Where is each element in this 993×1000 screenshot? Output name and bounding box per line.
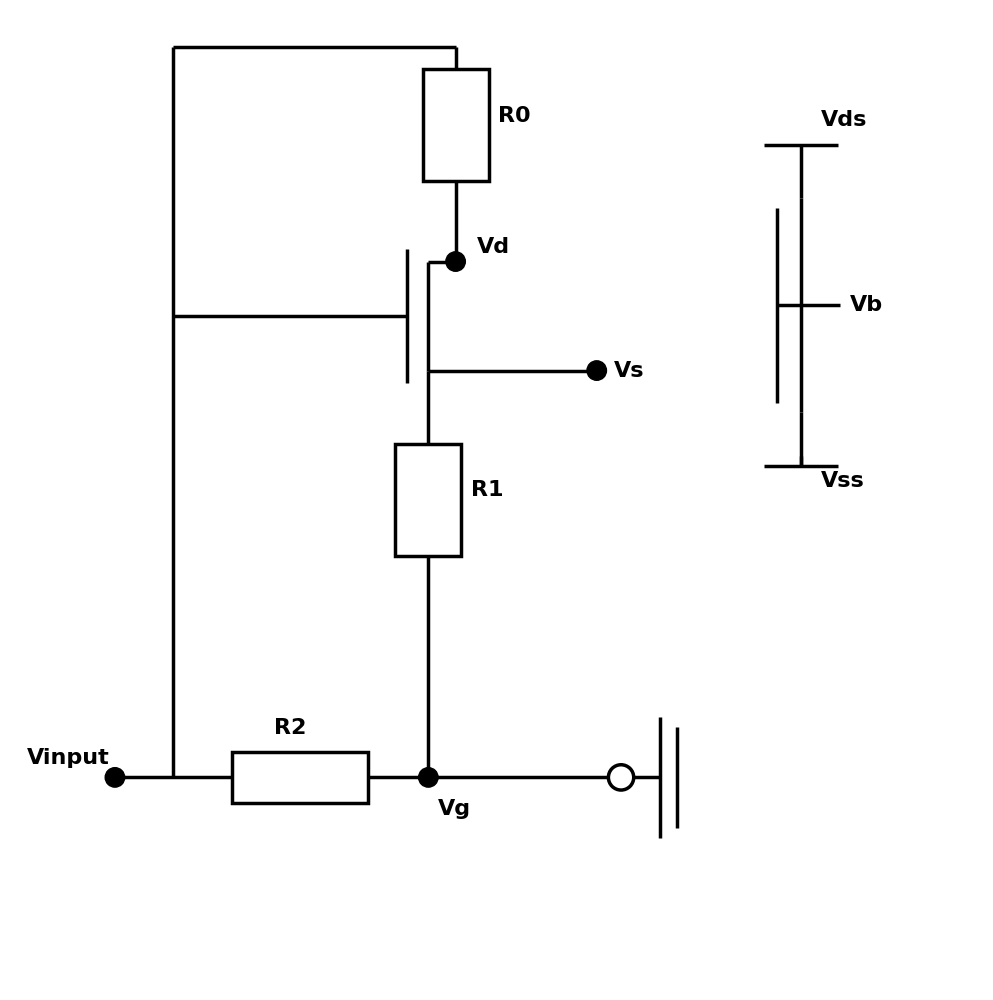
- Text: Vd: Vd: [477, 237, 510, 257]
- Text: Vinput: Vinput: [28, 748, 110, 768]
- Bar: [231, 752, 368, 803]
- Text: R1: R1: [471, 480, 503, 500]
- Circle shape: [587, 361, 607, 380]
- Text: R2: R2: [274, 718, 306, 738]
- Text: Vds: Vds: [820, 110, 867, 130]
- Text: Vg: Vg: [438, 799, 472, 819]
- Circle shape: [446, 252, 466, 271]
- Circle shape: [609, 765, 634, 790]
- Circle shape: [105, 768, 125, 787]
- Text: R0: R0: [498, 106, 531, 126]
- Circle shape: [419, 768, 438, 787]
- Text: Vs: Vs: [615, 361, 644, 381]
- Text: Vss: Vss: [820, 471, 864, 491]
- Bar: [395, 444, 462, 556]
- Bar: [422, 69, 489, 181]
- Text: Vb: Vb: [850, 295, 883, 315]
